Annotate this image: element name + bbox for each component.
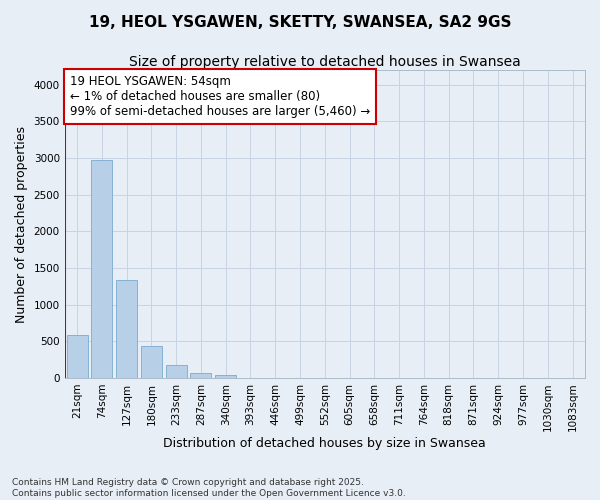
Bar <box>67 336 88 378</box>
Bar <box>166 365 187 378</box>
Bar <box>190 373 211 378</box>
Y-axis label: Number of detached properties: Number of detached properties <box>15 126 28 322</box>
Bar <box>215 376 236 378</box>
X-axis label: Distribution of detached houses by size in Swansea: Distribution of detached houses by size … <box>163 437 486 450</box>
Text: 19, HEOL YSGAWEN, SKETTY, SWANSEA, SA2 9GS: 19, HEOL YSGAWEN, SKETTY, SWANSEA, SA2 9… <box>89 15 511 30</box>
Text: 19 HEOL YSGAWEN: 54sqm
← 1% of detached houses are smaller (80)
99% of semi-deta: 19 HEOL YSGAWEN: 54sqm ← 1% of detached … <box>70 75 370 118</box>
Title: Size of property relative to detached houses in Swansea: Size of property relative to detached ho… <box>129 55 521 69</box>
Bar <box>116 280 137 378</box>
Bar <box>91 160 112 378</box>
Text: Contains HM Land Registry data © Crown copyright and database right 2025.
Contai: Contains HM Land Registry data © Crown c… <box>12 478 406 498</box>
Bar <box>141 346 162 378</box>
